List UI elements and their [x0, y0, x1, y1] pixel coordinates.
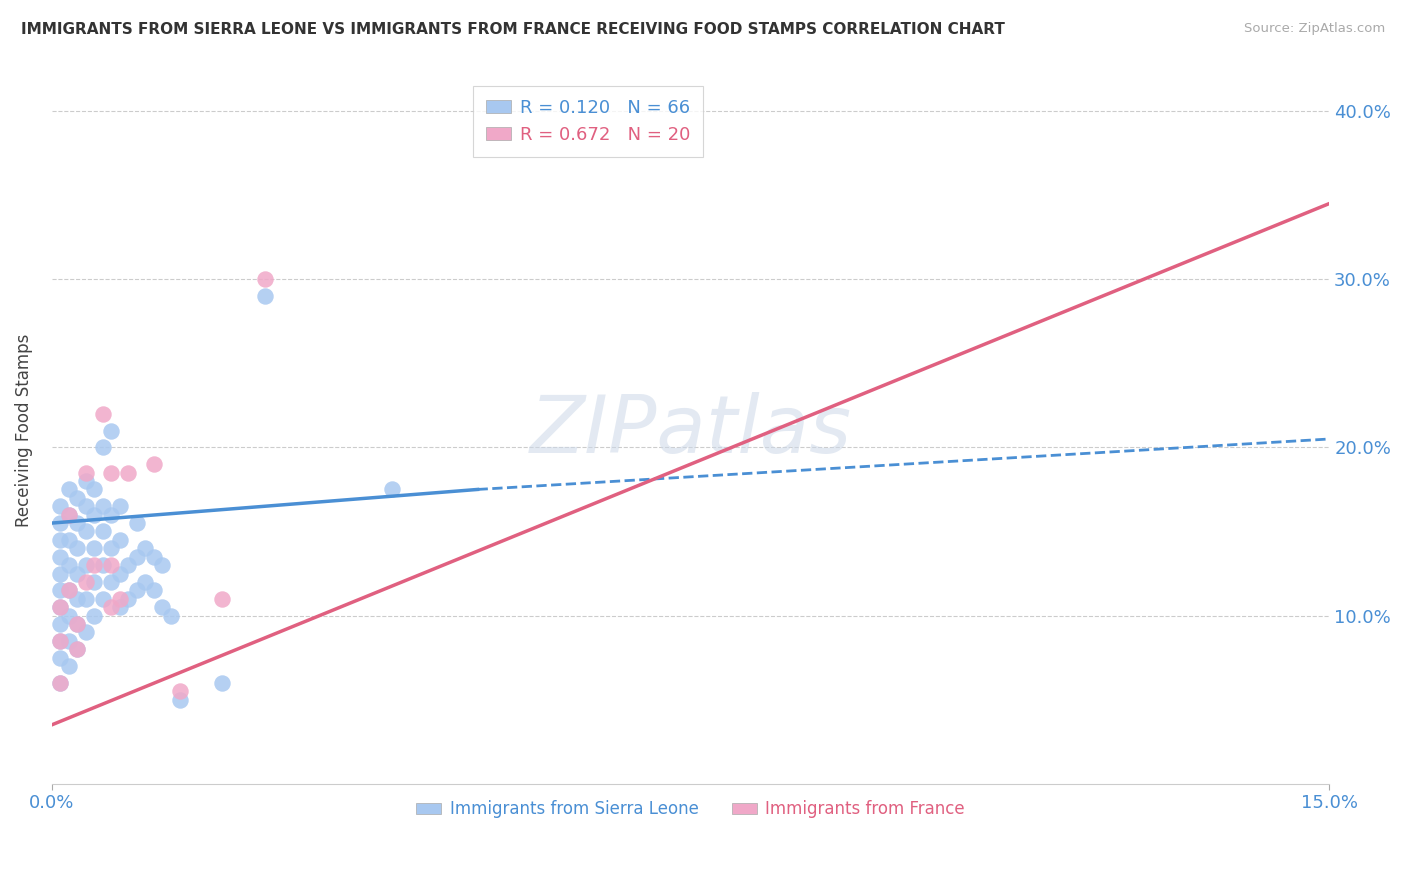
Point [91, 500, 114, 514]
Point [108, 600, 131, 615]
Point [211, 591, 233, 606]
Point [100, 508, 122, 522]
Point [160, 608, 183, 623]
Point [49, 600, 72, 615]
Point [75, 558, 97, 573]
Point [75, 500, 97, 514]
Point [100, 541, 122, 556]
Point [66, 491, 89, 505]
Point [100, 558, 122, 573]
Point [169, 692, 191, 706]
Point [75, 574, 97, 589]
Point [108, 591, 131, 606]
Point [83, 574, 105, 589]
Point [66, 642, 89, 657]
Point [253, 272, 276, 286]
Point [58, 633, 80, 648]
Point [381, 483, 404, 497]
Point [49, 676, 72, 690]
Point [117, 466, 139, 480]
Point [108, 566, 131, 581]
Point [117, 558, 139, 573]
Point [49, 600, 72, 615]
Point [49, 566, 72, 581]
Legend: Immigrants from Sierra Leone, Immigrants from France: Immigrants from Sierra Leone, Immigrants… [409, 794, 972, 825]
Point [152, 558, 174, 573]
Point [58, 508, 80, 522]
Point [58, 608, 80, 623]
Point [83, 541, 105, 556]
Point [125, 516, 148, 530]
Point [75, 474, 97, 488]
Point [58, 558, 80, 573]
Point [49, 533, 72, 547]
Point [134, 541, 156, 556]
Point [66, 617, 89, 632]
Point [75, 466, 97, 480]
Point [66, 541, 89, 556]
Point [58, 583, 80, 598]
Point [91, 524, 114, 539]
Point [49, 617, 72, 632]
Point [66, 591, 89, 606]
Point [83, 483, 105, 497]
Y-axis label: Receiving Food Stamps: Receiving Food Stamps [15, 334, 32, 527]
Point [49, 583, 72, 598]
Point [49, 676, 72, 690]
Point [91, 591, 114, 606]
Point [58, 659, 80, 673]
Point [211, 676, 233, 690]
Point [49, 549, 72, 564]
Point [83, 608, 105, 623]
Point [108, 500, 131, 514]
Point [58, 533, 80, 547]
Text: ZIPatlas: ZIPatlas [530, 392, 852, 469]
Point [49, 500, 72, 514]
Point [134, 574, 156, 589]
Point [117, 591, 139, 606]
Point [58, 583, 80, 598]
Point [142, 457, 165, 471]
Point [49, 516, 72, 530]
Point [169, 684, 191, 698]
Point [108, 533, 131, 547]
Text: Source: ZipAtlas.com: Source: ZipAtlas.com [1244, 22, 1385, 36]
Text: IMMIGRANTS FROM SIERRA LEONE VS IMMIGRANTS FROM FRANCE RECEIVING FOOD STAMPS COR: IMMIGRANTS FROM SIERRA LEONE VS IMMIGRAN… [21, 22, 1005, 37]
Point [66, 566, 89, 581]
Point [100, 424, 122, 438]
Point [125, 549, 148, 564]
Point [49, 633, 72, 648]
Point [58, 483, 80, 497]
Point [83, 508, 105, 522]
Point [49, 650, 72, 665]
Point [125, 583, 148, 598]
Point [83, 558, 105, 573]
Point [152, 600, 174, 615]
Point [66, 617, 89, 632]
Point [66, 516, 89, 530]
Point [142, 549, 165, 564]
Point [91, 407, 114, 421]
Point [49, 633, 72, 648]
Point [91, 558, 114, 573]
Point [66, 642, 89, 657]
Point [58, 508, 80, 522]
Point [75, 524, 97, 539]
Point [100, 600, 122, 615]
Point [75, 591, 97, 606]
Point [253, 289, 276, 303]
Point [100, 574, 122, 589]
Point [142, 583, 165, 598]
Point [75, 625, 97, 640]
Point [100, 466, 122, 480]
Point [91, 441, 114, 455]
